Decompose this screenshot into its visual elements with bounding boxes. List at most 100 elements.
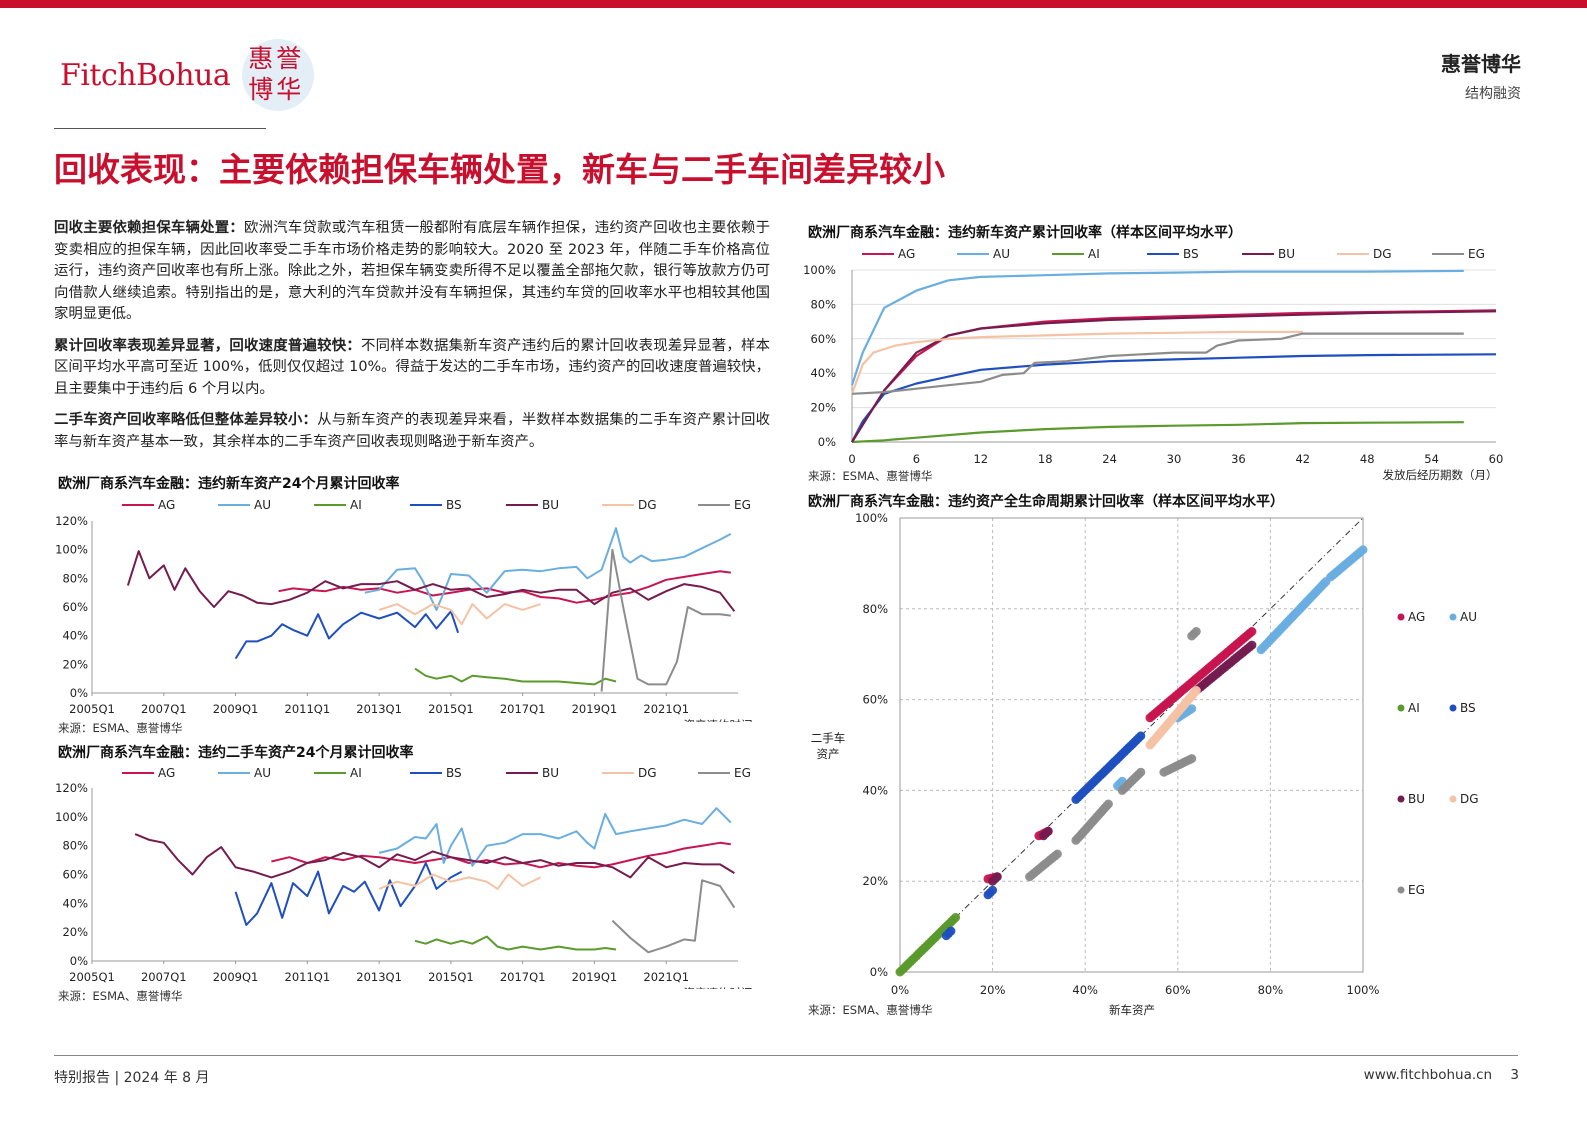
fig4-chart: 0% 20% 40% 60% 80% 100% 0% 20% 40% 60% 80% 100% 新车资产… [811, 511, 1479, 1017]
x-tick-label: 100% [1347, 983, 1380, 997]
x-tick-label: 0 [848, 452, 855, 466]
y-tick-label: 20% [810, 401, 836, 415]
legend-marker-dg [1449, 795, 1457, 803]
x-tick-label: 20% [980, 983, 1006, 997]
x-tick-label: 2015Q1 [428, 702, 474, 716]
legend-marker-au [1449, 613, 1457, 621]
footer-divider [54, 1055, 1518, 1056]
brand-section: 结构融资 [1465, 86, 1521, 102]
logo-seal-circle [242, 39, 315, 111]
legend-label-au: AU [1460, 610, 1477, 624]
top-accent-bar [0, 0, 1587, 8]
logo-seal: 惠誉博华 [234, 39, 322, 111]
paragraph-1-lead: 回收主要依赖担保车辆处置： [54, 220, 245, 236]
x-tick-label: 6 [913, 452, 920, 466]
x-tick-label: 24 [1102, 452, 1117, 466]
body-text: 回收主要依赖担保车辆处置：欧洲汽车贷款或汽车租赁一般都附有底层车辆作担保，违约资… [54, 218, 770, 463]
reference-line [899, 517, 1364, 973]
y-axis-label-line1: 二手车 [811, 731, 846, 745]
y-tick-label: 40% [862, 783, 888, 797]
x-tick-label: 12 [973, 452, 988, 466]
legend-label-bu: BU [1408, 792, 1425, 806]
legend-label-au: AU [254, 766, 271, 780]
point-eg [1052, 849, 1062, 859]
legend-label-eg: EG [1408, 883, 1425, 897]
y-tick-label: 80% [62, 571, 88, 585]
legend-label-eg: EG [1468, 247, 1485, 261]
legend-label-au: AU [254, 498, 271, 512]
fig2-source: 来源：ESMA、惠誉博华 [58, 989, 183, 1003]
fitchbohua-logo: FitchBohua 惠誉博华 [60, 39, 322, 111]
x-tick-label: 60 [1489, 452, 1504, 466]
legend-label-bs: BS [1460, 701, 1476, 715]
legend-label-ai: AI [350, 498, 362, 512]
fig1-chart: AG AU AI BS BU DG EG 0% 20% 40% 60% 80% 100% 120% 2005… [55, 498, 753, 722]
footer-report-label: 特别报告 | 2024 年 8 月 [54, 1070, 210, 1086]
x-tick-label: 2007Q1 [141, 970, 187, 984]
y-tick-label: 20% [862, 874, 888, 888]
footer-url[interactable]: www.fitchbohua.cn [1363, 1067, 1493, 1083]
y-tick-label: 80% [810, 297, 836, 311]
legend-label-bu: BU [542, 766, 559, 780]
series-line-ai [414, 667, 617, 686]
plot-frame [899, 517, 1364, 973]
series-line-bu [134, 833, 735, 879]
header-divider [54, 128, 266, 129]
x-tick-label: 2019Q1 [572, 970, 618, 984]
series-line-bu [851, 310, 1497, 443]
x-tick-label: 2013Q1 [356, 702, 402, 716]
legend-label-ag: AG [898, 247, 915, 261]
y-tick-label: 40% [62, 896, 88, 910]
x-tick-label: 2005Q1 [69, 970, 115, 984]
x-axis-label: 发放后经历期数（月） [1383, 468, 1498, 481]
legend-label-dg: DG [638, 498, 657, 512]
point-bs [988, 885, 998, 895]
fig4-source: 来源：ESMA、惠誉博华 [808, 1003, 933, 1017]
x-tick-label: 2017Q1 [500, 702, 546, 716]
series-line-eg [600, 548, 731, 692]
point-bu [1247, 640, 1257, 650]
y-tick-label: 120% [55, 514, 88, 528]
legend-label-ai: AI [1088, 247, 1100, 261]
y-tick-label: 0% [70, 954, 88, 968]
point-bu [1043, 826, 1053, 836]
series-line-ag [271, 841, 731, 869]
legend-label-ai: AI [1408, 701, 1420, 715]
y-tick-label: 100% [855, 511, 888, 525]
series-line-bs [851, 353, 1497, 443]
legend-marker-ag [1397, 613, 1405, 621]
x-axis-label: 新车资产 [1109, 1003, 1155, 1017]
point-eg [1103, 799, 1113, 809]
y-tick-label: 0% [870, 965, 888, 979]
series-line-au [364, 527, 732, 611]
x-tick-label: 2013Q1 [356, 970, 402, 984]
point-bu [992, 872, 1002, 882]
x-tick-label: 42 [1295, 452, 1310, 466]
series-line-bs [234, 862, 463, 926]
series-line-au [850, 269, 1464, 386]
paragraph-3-text: 从与新车资产的表现差异来看，半数样本数据集的二手车资产累计回收率与新车资产基本一… [54, 412, 770, 450]
brand-name: 惠誉博华 [1441, 52, 1521, 76]
y-tick-label: 60% [62, 600, 88, 614]
legend-label-eg: EG [734, 766, 751, 780]
x-tick-label: 60% [1165, 983, 1191, 997]
legend-label-bs: BS [1183, 247, 1199, 261]
page-title: 回收表现：主要依赖担保车辆处置，新车与二手车间差异较小 [54, 150, 945, 189]
y-tick-label: 20% [62, 925, 88, 939]
legend-label-bs: BS [446, 766, 462, 780]
x-axis-label: 资产违约时间 [684, 718, 753, 722]
legend-label-bs: BS [446, 498, 462, 512]
legend-label-ag: AG [158, 498, 175, 512]
page-number: 3 [1510, 1067, 1519, 1083]
x-tick-label: 2021Q1 [643, 702, 689, 716]
legend-marker-bs [1449, 704, 1457, 712]
legend-label-dg: DG [638, 766, 657, 780]
footer-right: www.fitchbohua.cn 3 [1364, 1067, 1519, 1083]
fig1-source: 来源：ESMA、惠誉博华 [58, 721, 183, 735]
legend-label-au: AU [993, 247, 1010, 261]
legend-label-ai: AI [350, 766, 362, 780]
x-tick-label: 0% [891, 983, 909, 997]
series-line-bs [234, 610, 460, 660]
y-tick-label: 100% [55, 543, 88, 557]
fig2-chart: AG AU AI BS BU DG EG 0% 20% 40% 60% 80% 100% 120% 2005… [55, 766, 752, 989]
